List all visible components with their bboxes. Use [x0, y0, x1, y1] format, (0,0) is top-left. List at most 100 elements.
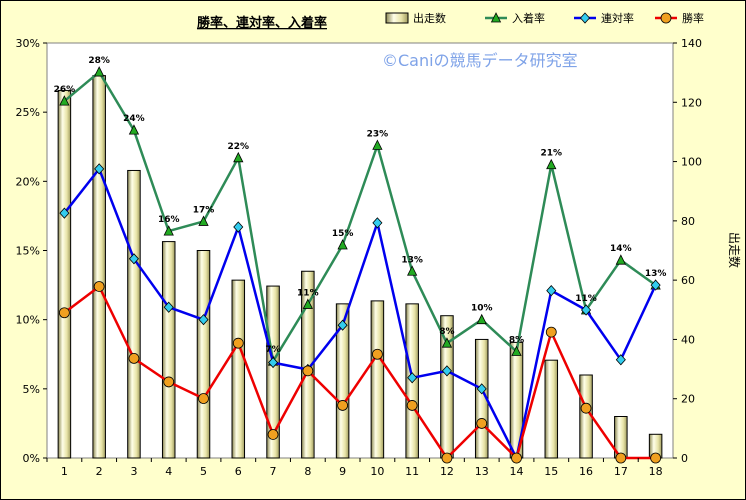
plot-area-rect	[46, 42, 674, 459]
y-right-tick-label: 100	[681, 156, 702, 169]
x-tick-label-17: 17	[614, 465, 628, 478]
point-連対率-4	[163, 301, 174, 313]
point-勝率-6	[232, 337, 244, 349]
x-tick-label-7: 7	[270, 465, 277, 478]
data-labels-layer: 26% 28% 24% 16% 17% 22% 7% 11% 15% 23% 13% 8% 10% 8% 2…	[54, 56, 667, 355]
point-勝率-16	[580, 402, 592, 414]
bar-6	[231, 279, 246, 459]
y-right-tick-label: 140	[681, 37, 702, 50]
y-right-tick-label: 120	[681, 96, 702, 109]
legend-label-bar: 出走数	[413, 11, 446, 25]
y-axis-right-label: 出走数	[727, 232, 742, 268]
x-tick-label-8: 8	[304, 465, 311, 478]
data-label-7: 7%	[265, 345, 280, 355]
data-label-15: 21%	[541, 149, 563, 159]
point-入着率-3	[128, 124, 140, 135]
point-入着率-15	[546, 158, 557, 170]
data-label-5: 17%	[193, 205, 215, 215]
x-tick-label-13: 13	[475, 465, 489, 478]
x-tick-label-1: 1	[61, 465, 68, 478]
data-label-12: 8%	[439, 327, 454, 337]
x-tick-label-9: 9	[339, 465, 346, 478]
point-連対率-7	[268, 356, 279, 369]
point-勝率-3	[128, 352, 140, 364]
point-入着率-1	[59, 95, 70, 106]
bar-10	[370, 300, 385, 459]
point-連対率-3	[128, 253, 139, 265]
data-label-11: 13%	[401, 255, 423, 265]
point-連対率-9	[337, 319, 348, 331]
x-tick-label-3: 3	[130, 465, 137, 478]
y-left-tick-label: 5%	[23, 383, 40, 396]
y-right-tick-label: 40	[681, 333, 695, 346]
data-label-18: 13%	[645, 269, 667, 279]
y-left-tick-label: 30%	[16, 37, 40, 50]
bar-2	[92, 75, 106, 459]
point-連対率-18	[650, 279, 661, 291]
x-tick-label-16: 16	[579, 465, 593, 478]
data-label-17: 14%	[610, 244, 632, 254]
point-入着率-13	[476, 313, 487, 325]
chart-title: 勝率、連対率、入着率	[197, 15, 327, 31]
legend-marker-連対率	[579, 12, 591, 24]
line-勝率	[63, 285, 656, 460]
data-label-4: 16%	[158, 215, 180, 225]
point-連対率-15	[546, 285, 557, 297]
y-right-tick-label: 0	[681, 452, 688, 465]
legend-label-連対率: 連対率	[601, 11, 634, 25]
point-勝率-5	[198, 393, 209, 404]
point-勝率-10	[371, 348, 383, 360]
line-入着率	[63, 70, 657, 363]
x-tick-label-14: 14	[510, 465, 524, 478]
point-入着率-17	[615, 254, 626, 265]
legend: 出走数 入着率 連対率 勝率	[385, 11, 704, 25]
point-入着率-5	[198, 215, 209, 226]
data-label-14: 8%	[509, 335, 524, 345]
line-連対率	[63, 167, 657, 460]
legend-label-入着率: 入着率	[512, 11, 545, 25]
point-連対率-1	[59, 207, 70, 219]
data-label-13: 10%	[471, 304, 493, 314]
x-tick-label-15: 15	[544, 465, 558, 478]
point-勝率-4	[163, 376, 175, 388]
point-連対率-6	[233, 221, 244, 233]
point-連対率-12	[441, 365, 452, 377]
y-left-tick-label: 15%	[16, 245, 40, 258]
data-label-2: 28%	[88, 56, 110, 66]
bar-5	[196, 250, 211, 459]
point-入着率-11	[407, 265, 418, 276]
y-left-tick-label: 0%	[23, 452, 40, 465]
point-勝率-1	[58, 307, 70, 319]
bar-9	[335, 303, 350, 459]
bar-1	[57, 89, 72, 459]
data-label-3: 24%	[123, 114, 145, 124]
point-連対率-13	[476, 383, 487, 395]
data-label-1: 26%	[54, 85, 76, 95]
bar-4	[161, 241, 176, 459]
y-left-tick-label: 10%	[16, 314, 40, 327]
y-right-tick-label: 20	[681, 393, 695, 406]
point-連対率-16	[581, 304, 592, 316]
data-label-16: 11%	[575, 294, 597, 304]
point-連対率-5	[198, 314, 209, 326]
x-tick-label-18: 18	[649, 465, 663, 478]
point-連対率-11	[407, 372, 418, 384]
point-入着率-9	[337, 239, 348, 250]
point-入着率-14	[511, 345, 522, 356]
point-入着率-12	[441, 337, 453, 348]
bar-15	[544, 359, 559, 459]
point-入着率-10	[372, 139, 383, 150]
point-勝率-13	[476, 418, 488, 429]
data-label-6: 22%	[228, 142, 250, 152]
point-勝率-9	[337, 400, 349, 411]
point-勝率-18	[650, 452, 662, 464]
y-right-tick-label: 80	[681, 215, 695, 228]
point-勝率-11	[406, 400, 418, 411]
y-right-tick-label: 60	[681, 274, 695, 287]
point-入着率-4	[163, 225, 174, 236]
legend-swatch-bar	[385, 12, 409, 24]
point-勝率-12	[441, 452, 453, 464]
x-tick-label-10: 10	[370, 465, 384, 478]
point-入着率-2	[94, 66, 105, 77]
